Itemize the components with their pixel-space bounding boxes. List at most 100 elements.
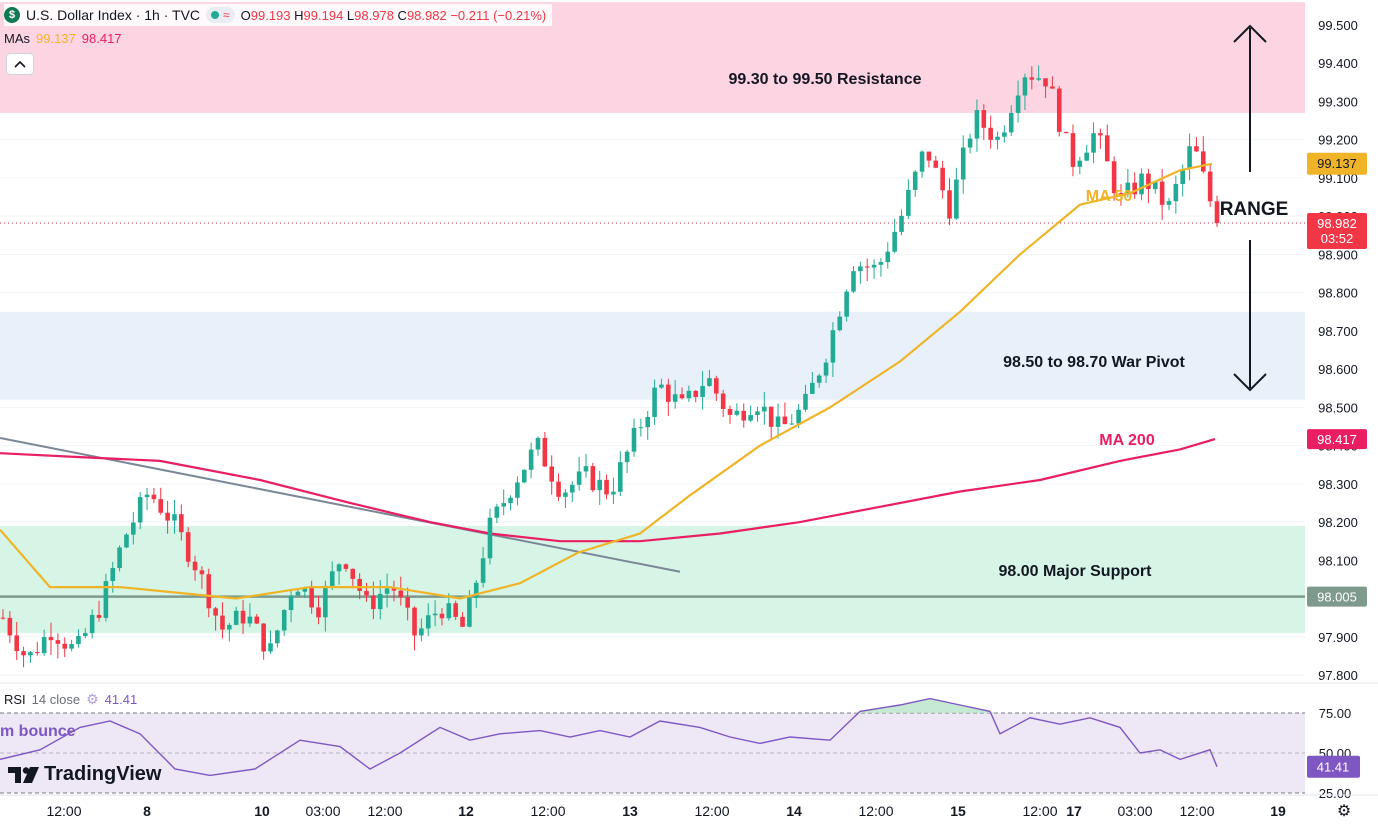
candle-body (1180, 168, 1186, 185)
candle-body (1077, 160, 1083, 167)
candle-body (467, 597, 472, 627)
candle-body (281, 610, 287, 631)
candle-body (714, 378, 719, 394)
ma200-price-tag-text: 98.417 (1317, 432, 1357, 447)
candle-body (172, 514, 177, 521)
candle-body (453, 603, 458, 617)
candle-body (899, 215, 904, 232)
candle-body (563, 492, 568, 497)
candle-body (679, 394, 685, 399)
candle-body (693, 390, 699, 397)
time-tick: 12:00 (1179, 803, 1214, 819)
candle-body (515, 482, 520, 498)
ma200-label: MA 200 (1099, 432, 1155, 449)
rsi-settings-icon[interactable]: ⚙ (86, 690, 99, 707)
candle-body (830, 330, 836, 363)
candle-body (28, 652, 33, 656)
candle-body (858, 266, 863, 272)
candle-body (83, 633, 88, 636)
candle-body (206, 574, 212, 609)
candle-body (1063, 131, 1069, 134)
price-tick: 98.100 (1318, 553, 1358, 568)
candle-body (34, 652, 40, 654)
range-arrows (1233, 24, 1267, 392)
rsi-tick: 75.00 (1319, 706, 1352, 721)
candle-body (432, 613, 438, 616)
last-price-tag-bg (1307, 213, 1367, 250)
candle-body (947, 190, 952, 219)
candle-body (1173, 184, 1179, 202)
candle-body (1207, 171, 1213, 202)
candle-body (844, 291, 849, 317)
candle-body (1070, 133, 1076, 167)
candle-body (405, 597, 410, 608)
change-value: −0.211 (−0.21%) (450, 7, 547, 23)
rsi-value-tag-text: 41.41 (1317, 760, 1350, 775)
candle-body (309, 588, 314, 608)
candle-body (1159, 181, 1165, 205)
candle-body (350, 568, 356, 579)
time-tick: 14 (786, 803, 802, 819)
candle-body (988, 127, 993, 140)
candle-body (617, 462, 623, 492)
time-tick: 12:00 (1022, 803, 1057, 819)
candle-body (1043, 78, 1048, 87)
candle-body (480, 558, 486, 583)
zone-label-1: 98.50 to 98.70 War Pivot (1003, 354, 1185, 371)
candle-body (501, 503, 506, 507)
ma50-label: MA 50 (1086, 188, 1133, 205)
rsi-overbought-fill (855, 698, 995, 713)
price-tick: 99.300 (1318, 94, 1358, 109)
symbol-title[interactable]: U.S. Dollar Index · 1h · TVC (26, 7, 201, 23)
candle-body (611, 491, 616, 495)
candle-body (1050, 86, 1055, 89)
candle-body (741, 410, 747, 421)
range-label: RANGE (1220, 199, 1289, 220)
rsi-legend[interactable]: RSI 14 close ⚙ 41.41 (4, 690, 137, 708)
rsi-legend-value: 41.41 (104, 691, 138, 707)
candle-body (316, 607, 321, 618)
candle-body (926, 151, 932, 161)
candle-body (1091, 133, 1096, 153)
candle-body (110, 568, 116, 582)
candle-body (89, 614, 95, 634)
time-tick: 12:00 (694, 803, 729, 819)
candle-body (473, 582, 479, 598)
ma50-line (0, 162, 1213, 600)
market-open-dot-icon (211, 11, 220, 19)
candle-body (1111, 161, 1117, 194)
tradingview-logo[interactable]: TradingView (8, 763, 161, 786)
market-status-pill[interactable]: ≈ (206, 7, 235, 23)
price-tick: 98.700 (1318, 324, 1358, 339)
candle-body (720, 393, 726, 409)
price-tick: 97.800 (1318, 668, 1358, 683)
candle-body (590, 466, 596, 491)
ma-legend[interactable]: MAs 99.137 98.417 (4, 28, 122, 48)
price-tick: 99.500 (1318, 18, 1358, 33)
candle-body (1002, 132, 1007, 137)
price-tick: 98.900 (1318, 247, 1358, 262)
collapse-legend-button[interactable] (6, 53, 34, 75)
candle-body (329, 571, 335, 586)
gear-icon[interactable]: ⚙ (1336, 803, 1352, 820)
candle-body (1194, 146, 1199, 152)
candle-body (542, 437, 548, 467)
candle-body (878, 262, 884, 265)
candle-body (1029, 77, 1035, 80)
candle-body (62, 643, 68, 649)
price-tick: 98.500 (1318, 400, 1358, 415)
candle-body (796, 409, 801, 424)
candle-body (391, 588, 397, 591)
candle-body (151, 494, 157, 500)
candle-body (549, 466, 555, 482)
ma200-price-tag: 98.417 (1307, 429, 1367, 450)
candle-body (864, 266, 870, 268)
candle-body (7, 617, 13, 636)
candle-body (652, 387, 657, 417)
ma-legend-label: MAs (4, 30, 30, 46)
candle-body (1008, 112, 1014, 133)
candle-body (103, 581, 109, 618)
ma50-price-tag-text: 99.137 (1317, 156, 1357, 171)
candle-body (960, 147, 966, 180)
